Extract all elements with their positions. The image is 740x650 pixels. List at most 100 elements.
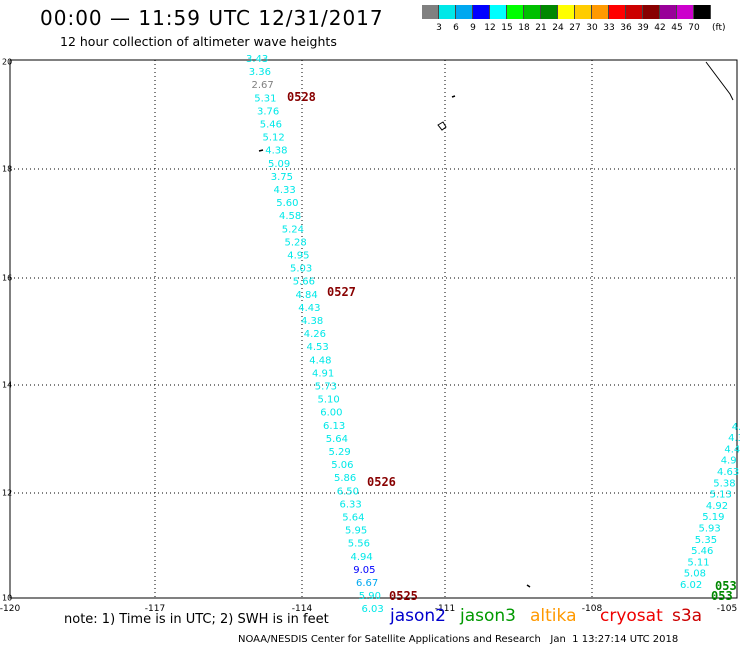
wave-height-label: 4.48 — [309, 355, 331, 366]
color-swatch — [456, 5, 473, 19]
longitude-label: -105 — [716, 604, 738, 614]
wave-height-label: 5.86 — [334, 473, 356, 484]
wave-height-label: 3.75 — [271, 172, 293, 183]
wave-height-label: 4.26 — [304, 329, 326, 340]
island-clipperton — [526, 584, 531, 588]
latitude-label: 16 — [2, 273, 13, 283]
longitude-label: -111 — [434, 604, 456, 614]
color-swatch — [507, 5, 524, 19]
map-frame — [9, 59, 738, 599]
color-scale-label: 12 — [484, 23, 496, 33]
wave-height-label: 5.24 — [282, 224, 304, 235]
wave-height-label: 2.67 — [252, 80, 274, 91]
color-swatch — [575, 5, 592, 19]
color-scale-label: 27 — [569, 23, 581, 33]
color-scale-label: 70 — [688, 23, 700, 33]
legend-altika: altika — [530, 606, 577, 626]
wave-height-label: 6.03 — [362, 604, 384, 615]
coastline — [258, 61, 734, 588]
legend-jason3: jason3 — [460, 606, 516, 626]
wave-height-label: 5.64 — [326, 434, 348, 445]
satellite-track-1: 3.43 3.36 2.67 5.31 3.76 5.46 5.12 4.38 5.09 3.75… — [246, 54, 418, 615]
color-swatch — [439, 5, 456, 19]
pass-time-label: 053 — [715, 579, 737, 593]
wave-height-label: 4.92 — [706, 501, 728, 512]
wave-height-label: 4.9 — [721, 456, 737, 467]
wave-height-label: 5.28 — [285, 237, 307, 248]
wave-height-label: 6.50 — [337, 486, 359, 497]
latitude-label: 14 — [2, 380, 13, 390]
wave-height-label: 5.08 — [684, 569, 706, 580]
island-clarion — [451, 95, 456, 98]
color-swatch — [558, 5, 575, 19]
map-grid — [9, 59, 738, 599]
color-scale-label: 15 — [501, 23, 513, 33]
wave-height-label: 4.84 — [296, 290, 318, 301]
wave-height-label: 5.35 — [695, 535, 717, 546]
wave-height-label: 5.03 — [290, 264, 312, 275]
wave-height-label: 5.46 — [260, 120, 282, 131]
color-scale-label: 42 — [654, 23, 666, 33]
wave-height-label: 6.67 — [356, 578, 378, 589]
wave-height-label: 5.56 — [348, 539, 370, 550]
wave-height-label: 6.02 — [680, 580, 702, 591]
color-scale-label: 33 — [603, 23, 615, 33]
color-swatch — [660, 5, 677, 19]
color-scale-label: 36 — [620, 23, 632, 33]
color-scale-label: 6 — [453, 23, 459, 33]
island-small — [258, 149, 264, 152]
wave-height-label: 5.06 — [331, 460, 353, 471]
wave-height-label: 4.43 — [298, 303, 320, 314]
color-swatch — [541, 5, 558, 19]
wave-height-label: 6.13 — [323, 421, 345, 432]
wave-height-label: 3.43 — [246, 54, 268, 65]
color-scale-label: 30 — [586, 23, 598, 33]
longitude-label: -114 — [291, 604, 313, 614]
color-swatch — [609, 5, 626, 19]
pass-time-label: 0525 — [389, 589, 418, 603]
pass-time-label: 0526 — [367, 475, 396, 489]
wave-height-label: 9.05 — [353, 565, 375, 576]
color-scale-label: 24 — [552, 23, 564, 33]
wave-height-label: 5.31 — [254, 93, 276, 104]
legend-cryosat: cryosat — [600, 606, 663, 626]
wave-height-label: 4.3 — [728, 433, 740, 444]
color-scale-label: 9 — [470, 23, 476, 33]
latitude-label: 10 — [2, 593, 13, 603]
wave-height-label: 5.73 — [315, 382, 337, 393]
legend-jason2: jason2 — [390, 606, 446, 626]
wave-height-label: 5.66 — [293, 277, 315, 288]
latitude-label: 12 — [2, 488, 13, 498]
page-title: 00:00 — 11:59 UTC 12/31/2017 — [40, 6, 384, 30]
color-swatch — [473, 5, 490, 19]
wave-height-label: 5.19 — [702, 512, 724, 523]
wave-height-label: 5.10 — [318, 395, 340, 406]
island-socorro — [437, 121, 447, 131]
wave-height-label: 4.38 — [265, 146, 287, 157]
longitude-label: -120 — [0, 604, 21, 614]
color-swatch — [422, 5, 439, 19]
color-scale-label: 21 — [535, 23, 547, 33]
wave-height-label: 5.38 — [713, 478, 735, 489]
wave-height-label: 4.63 — [717, 467, 739, 478]
wave-height-label: 5.29 — [329, 447, 351, 458]
latitude-label: 18 — [2, 164, 13, 174]
color-swatch — [592, 5, 609, 19]
longitude-label: -108 — [581, 604, 603, 614]
page-subtitle: 12 hour collection of altimeter wave hei… — [60, 34, 337, 49]
color-scale-label: 45 — [671, 23, 683, 33]
wave-height-label: 4.33 — [274, 185, 296, 196]
legend-s3a: s3a — [672, 606, 703, 626]
coastline-mexico — [705, 61, 734, 101]
color-swatch — [524, 5, 541, 19]
wave-height-label: 5.60 — [276, 198, 298, 209]
wave-height-label: 5.93 — [699, 524, 721, 535]
wave-height-label: 5.64 — [342, 513, 364, 524]
color-swatch — [677, 5, 694, 19]
latitude-label: 20 — [2, 57, 13, 67]
wave-height-label: 4.94 — [351, 552, 373, 563]
satellite-track-2: 6.025.085.115.465.355.935.194.925.135.38… — [680, 422, 740, 603]
wave-height-label: 4.91 — [312, 368, 334, 379]
color-swatch — [626, 5, 643, 19]
